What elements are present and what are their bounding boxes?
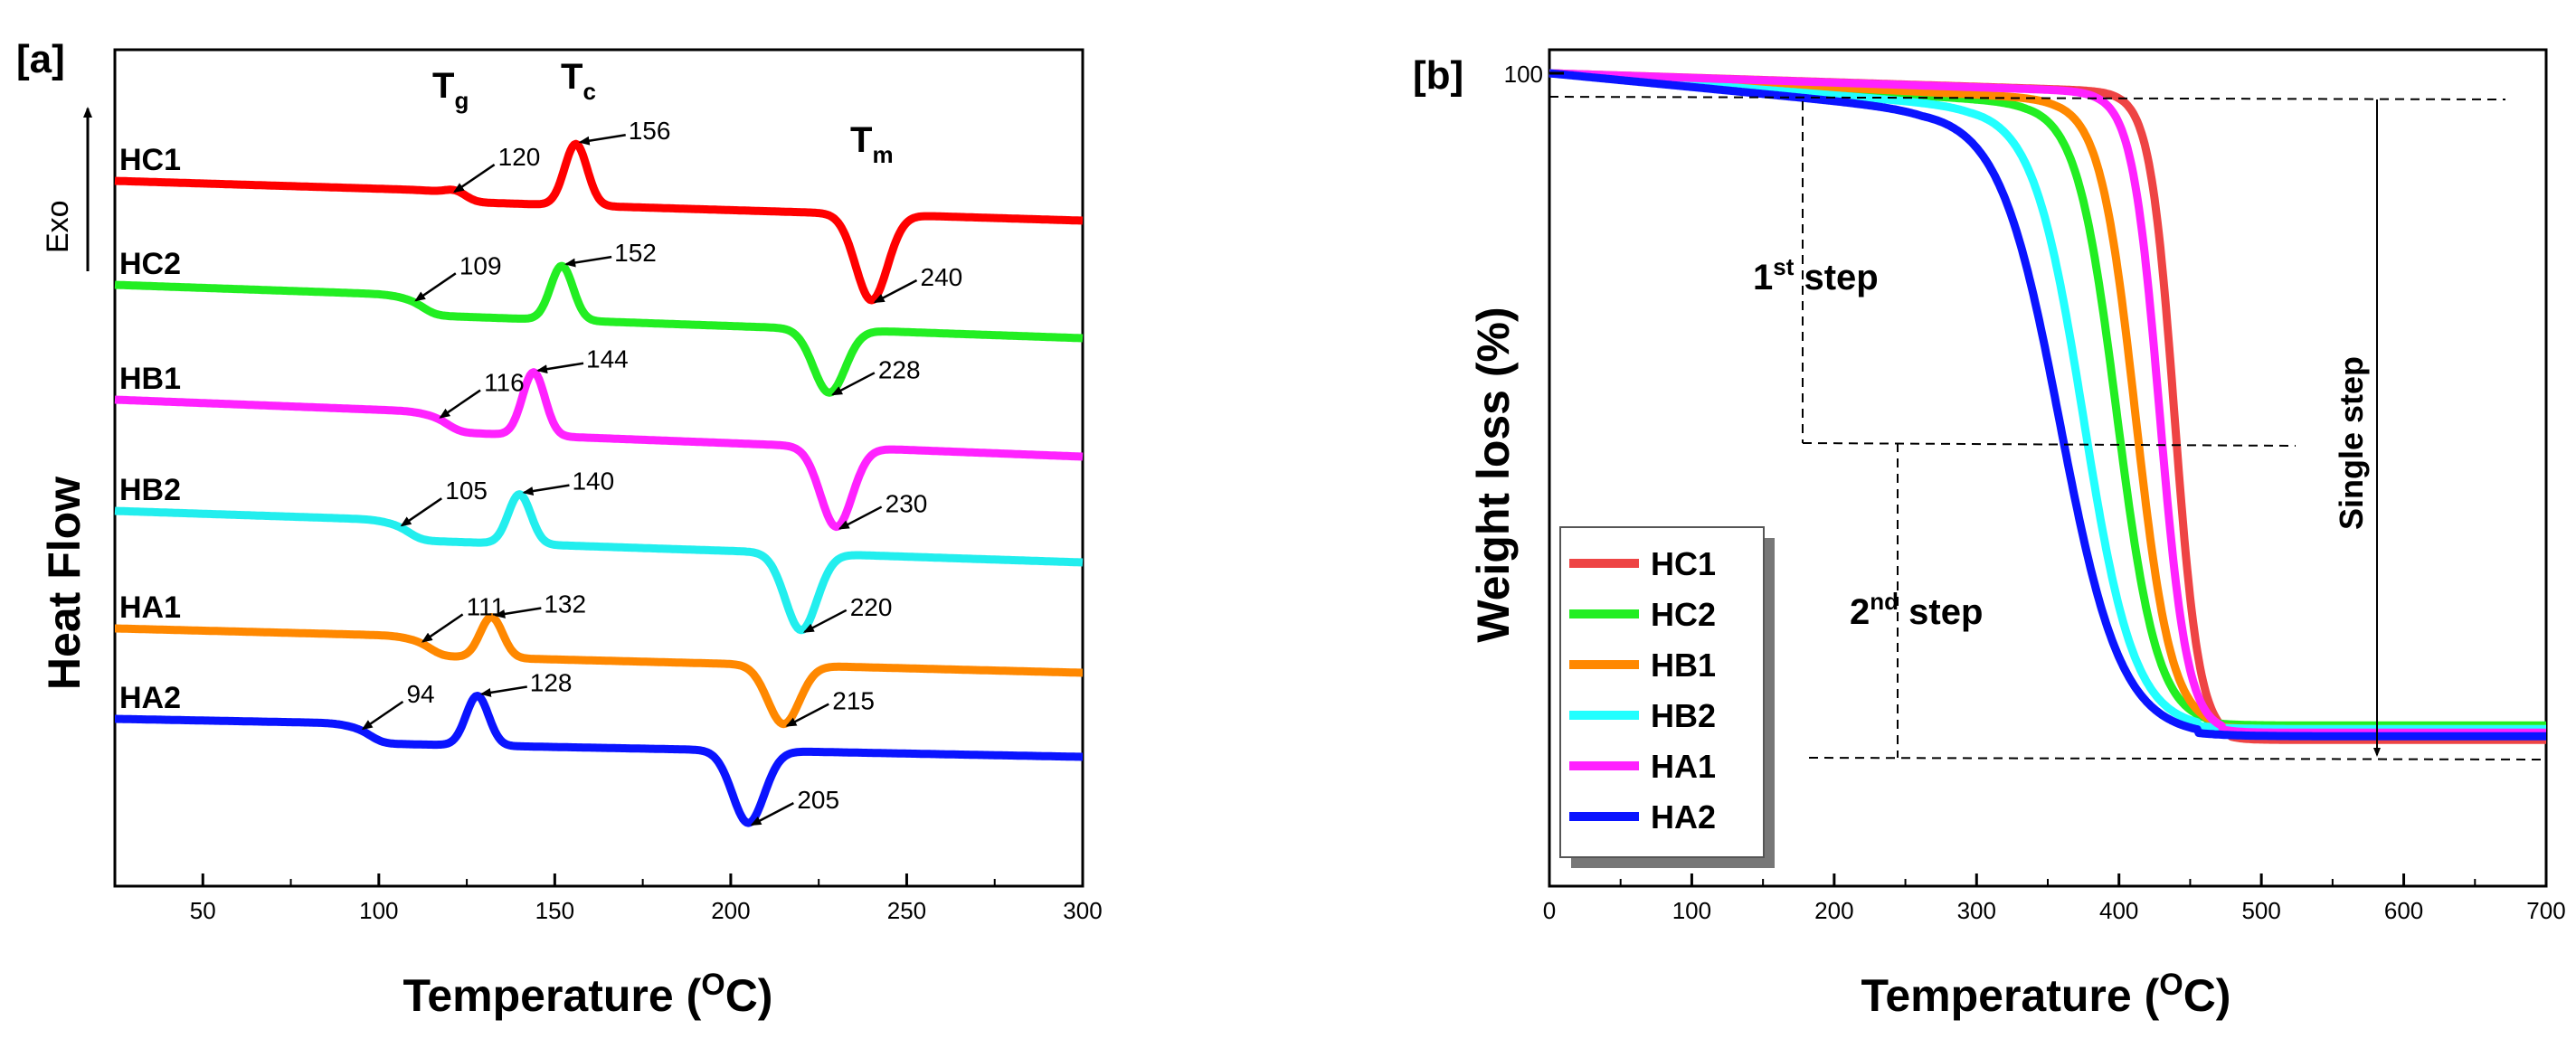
legend: HC1 HC2 HB1 HB2 HA1 HA2 xyxy=(1559,526,1775,868)
panel-a-frame xyxy=(113,48,1084,888)
tg-arrow xyxy=(421,613,464,643)
tc-header: Tc xyxy=(561,57,596,105)
panel-a-curves xyxy=(112,139,1085,827)
panel-b-x-tick-label: 0 xyxy=(1543,897,1556,924)
tm-value-label: 230 xyxy=(886,490,928,518)
dsc-curve-hb1 xyxy=(112,368,1085,532)
legend-box xyxy=(1559,526,1765,858)
tm-arrow xyxy=(785,703,829,727)
tc-value-label: 128 xyxy=(530,668,573,696)
panel-b-x-tick-label: 200 xyxy=(1814,897,1853,924)
tm-arrow xyxy=(802,609,848,633)
upper-dashed-line xyxy=(1548,96,2506,100)
tc-value-label: 156 xyxy=(629,117,671,145)
series-label: HB2 xyxy=(119,473,181,507)
tc-arrow xyxy=(494,607,542,618)
series-label: HC1 xyxy=(119,143,181,177)
tc-arrow xyxy=(479,685,527,697)
dsc-curve-ha2 xyxy=(112,692,1085,827)
panel-b-y-tick-label: 100 xyxy=(1504,61,1543,88)
dsc-curve-ha1 xyxy=(112,613,1085,729)
panel-b-x-tick-label: 100 xyxy=(1672,897,1711,924)
series-label: HB1 xyxy=(119,362,181,396)
panel-b-label: [b] xyxy=(1413,53,1463,98)
panel-b-x-title: Temperature (OC) xyxy=(1861,968,2231,1021)
tg-arrow xyxy=(439,389,481,419)
tg-header: Tg xyxy=(432,66,469,114)
panel-b-x-tick-label: 300 xyxy=(1957,897,1996,924)
panel-a-x-tick-label: 150 xyxy=(535,897,574,924)
tg-value-label: 105 xyxy=(445,477,488,505)
panel-a-x-tick-label: 200 xyxy=(711,897,750,924)
legend-label: HB2 xyxy=(1651,697,1716,734)
tm-arrow xyxy=(750,801,794,826)
tg-arrow xyxy=(400,497,442,527)
lower-dashed-line xyxy=(1808,757,2547,760)
panel-a-annotations: HC1 120 156 240 HC2 109 152 228 HB1 116 144 230 HB2 1… xyxy=(119,117,963,826)
single-step-label: Single step xyxy=(2333,356,2370,530)
tm-arrow xyxy=(831,372,876,396)
tm-value-label: 228 xyxy=(878,355,921,383)
tm-arrow xyxy=(838,505,883,530)
tc-arrow xyxy=(536,362,584,374)
panel-b-x-tick-label: 700 xyxy=(2526,897,2565,924)
panel-b-x-tick-label: 500 xyxy=(2241,897,2280,924)
panel-a-y-title: Heat Flow xyxy=(39,477,90,690)
legend-label: HB1 xyxy=(1651,647,1716,684)
tm-value-label: 220 xyxy=(850,593,893,621)
dsc-curve-hc1 xyxy=(112,139,1085,305)
tm-header: Tm xyxy=(850,120,894,168)
panel-a-x-tick-label: 50 xyxy=(190,897,216,924)
legend-label: HA1 xyxy=(1651,748,1716,785)
dsc-curve-hc2 xyxy=(112,261,1085,397)
panel-a-x-ticks: 50 100 150 200 250 300 xyxy=(114,873,1103,924)
exo-label: Exo xyxy=(41,200,75,253)
panel-b-tga: [b] 0 100 200 300 400 500 600 700 100 Single st… xyxy=(1413,48,2566,1021)
legend-label: HC2 xyxy=(1651,596,1716,633)
mid-dashed-line xyxy=(1802,442,2297,447)
tm-arrow xyxy=(873,279,918,304)
legend-label: HC1 xyxy=(1651,545,1716,582)
panel-a-x-tick-label: 100 xyxy=(359,897,398,924)
tc-value-label: 144 xyxy=(586,345,629,373)
panel-a-x-title: Temperature (OC) xyxy=(403,968,773,1021)
tc-value-label: 132 xyxy=(544,590,586,618)
tc-arrow xyxy=(578,134,626,146)
tm-value-label: 205 xyxy=(797,786,839,814)
step1-label: 1st step xyxy=(1753,253,1879,297)
tc-value-label: 152 xyxy=(614,239,657,267)
tc-value-label: 140 xyxy=(572,467,614,496)
series-label: HC2 xyxy=(119,247,181,281)
panel-b-x-ticks: 0 100 200 300 400 500 600 700 xyxy=(1543,873,2566,924)
panel-b-x-tick-label: 600 xyxy=(2384,897,2423,924)
panel-b-x-tick-label: 400 xyxy=(2099,897,2138,924)
series-label: HA1 xyxy=(119,590,181,625)
panel-a-dsc: [a] 50 100 150 200 250 300 HC1 120 156 240 HC2 109… xyxy=(16,37,1103,1021)
panel-a-label: [a] xyxy=(16,37,65,81)
tga-curve-ha2 xyxy=(1547,69,2549,741)
panel-a-x-tick-label: 300 xyxy=(1063,897,1102,924)
dsc-curve-hb2 xyxy=(112,490,1085,635)
legend-items: HC1 HC2 HB1 HB2 HA1 HA2 xyxy=(1569,545,1716,836)
tg-value-label: 109 xyxy=(459,251,502,279)
legend-label: HA2 xyxy=(1651,798,1716,836)
panel-b-y-title: Weight loss (%) xyxy=(1468,307,1519,642)
step2-label: 2nd step xyxy=(1850,588,1983,632)
tg-value-label: 120 xyxy=(498,143,541,171)
panel-b-curves xyxy=(1547,69,2549,744)
tg-value-label: 116 xyxy=(484,369,525,397)
tg-arrow xyxy=(361,700,404,731)
tg-value-label: 94 xyxy=(406,680,434,708)
tg-arrow xyxy=(452,164,496,194)
tc-arrow xyxy=(522,484,570,496)
series-label: HA2 xyxy=(119,681,181,715)
panel-a-x-tick-label: 250 xyxy=(887,897,926,924)
tm-value-label: 240 xyxy=(921,263,963,291)
tc-arrow xyxy=(564,255,612,268)
tm-value-label: 215 xyxy=(832,687,875,715)
tg-arrow xyxy=(414,272,457,302)
tg-value-label: 111 xyxy=(467,592,506,620)
step-guides xyxy=(1548,96,2547,760)
